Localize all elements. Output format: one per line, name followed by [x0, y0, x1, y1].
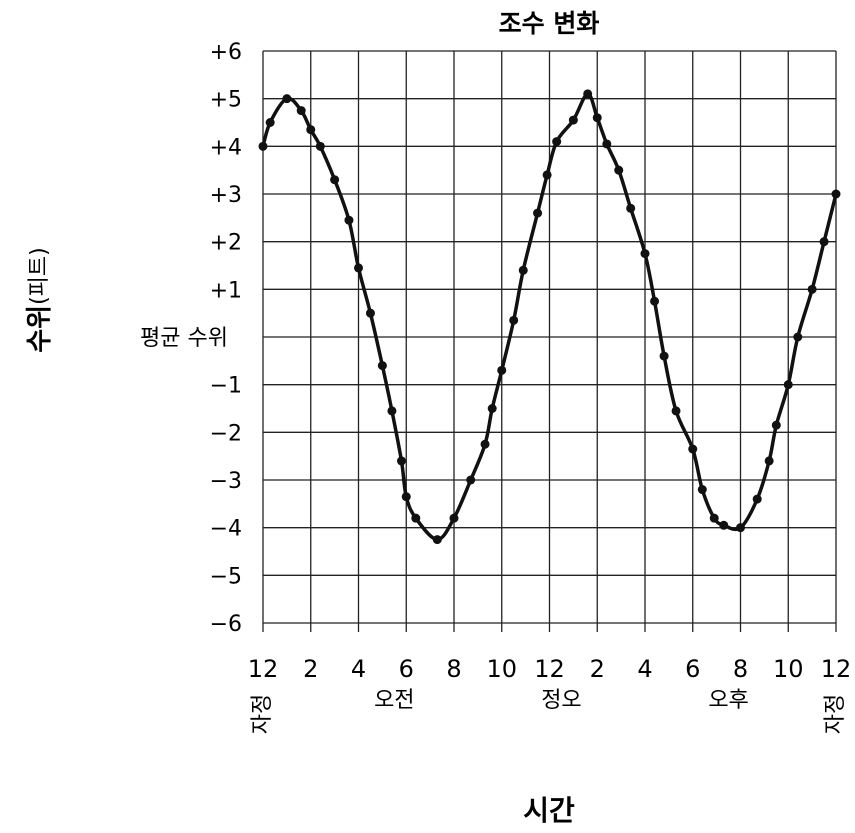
- x-tick-label: 4: [351, 655, 366, 683]
- tide-data-point: [509, 315, 519, 325]
- tide-data-point: [783, 380, 793, 390]
- tide-data-point: [466, 475, 476, 485]
- y-tick-label: −6: [210, 612, 242, 637]
- x-tick-label: 2: [590, 655, 605, 683]
- tide-data-point: [793, 332, 803, 342]
- period-label: 오전: [374, 688, 414, 713]
- tide-data-point: [583, 89, 593, 99]
- tide-data-point: [265, 118, 275, 127]
- mean-water-level-label: 평균 수위: [140, 326, 228, 351]
- tide-data-point: [831, 189, 841, 199]
- tide-data-point: [602, 139, 612, 149]
- tide-data-point: [719, 520, 729, 530]
- tide-data-point: [315, 141, 325, 151]
- tide-data-point: [396, 456, 406, 466]
- y-tick-label: +3: [210, 183, 242, 208]
- tide-data-point: [688, 444, 698, 454]
- y-tick-label: +4: [210, 135, 242, 160]
- tide-data-point: [296, 106, 306, 116]
- tide-data-point: [306, 125, 316, 135]
- y-tick-label: −5: [210, 564, 242, 589]
- tide-data-point: [401, 492, 411, 502]
- tide-data-point: [518, 265, 528, 275]
- y-tick-label: +1: [210, 278, 242, 303]
- x-tick-label: 12: [534, 655, 565, 683]
- tide-data-point: [449, 513, 459, 523]
- tide-data-point: [487, 404, 497, 413]
- y-axis-label-unit: (피트): [27, 247, 52, 305]
- x-tick-label: 6: [399, 655, 414, 683]
- period-label: 오후: [708, 688, 748, 713]
- tide-data-point: [330, 175, 340, 185]
- tide-data-point: [552, 137, 562, 147]
- x-tick-label: 10: [486, 655, 517, 683]
- tide-data-point: [354, 263, 363, 273]
- x-tick-label: 6: [685, 655, 700, 683]
- tide-data-point: [568, 115, 578, 125]
- y-tick-label: −3: [210, 469, 242, 494]
- period-label: 자정: [823, 694, 848, 734]
- tide-data-point: [497, 365, 507, 375]
- y-tick-label: +6: [210, 40, 242, 65]
- tide-data-point: [365, 308, 375, 318]
- tide-data-point: [819, 237, 829, 247]
- y-tick-label: +2: [210, 231, 242, 256]
- chart-title: 조수 변화: [499, 9, 600, 38]
- period-label: 자정: [250, 694, 275, 734]
- tide-data-point: [771, 420, 781, 430]
- tide-data-point: [736, 523, 745, 533]
- svg-text:수위(피트): 수위(피트): [25, 247, 55, 353]
- tide-data-point: [709, 513, 719, 523]
- tide-data-point: [697, 485, 707, 495]
- time-period-labels: 자정 오전 정오 오후 자정: [250, 688, 848, 734]
- tide-data-point: [258, 141, 268, 151]
- tide-data-point: [592, 113, 602, 123]
- chart-grid: [262, 50, 837, 632]
- tide-data-point: [432, 535, 442, 545]
- x-tick-label: 8: [446, 655, 461, 683]
- tide-data-point: [542, 170, 552, 180]
- tide-data-points: [258, 89, 841, 545]
- y-tick-label: −4: [210, 517, 242, 542]
- tide-data-point: [626, 203, 636, 213]
- y-tick-label: −1: [210, 374, 242, 399]
- x-tick-label: 2: [303, 655, 318, 683]
- tide-data-point: [480, 439, 490, 449]
- x-tick-label: 4: [637, 655, 652, 683]
- tide-data-point: [640, 249, 650, 259]
- tide-data-point: [671, 406, 681, 416]
- x-tick-label: 8: [733, 655, 748, 683]
- y-tick-label: −2: [210, 421, 242, 446]
- period-label: 정오: [541, 688, 581, 713]
- tide-data-point: [659, 351, 669, 361]
- tide-data-point: [411, 513, 421, 523]
- x-tick-label: 12: [821, 655, 852, 683]
- x-axis-label: 시간: [523, 794, 575, 827]
- y-axis-tick-labels: +6 +5 +4 +3 +2 +1 −1 −2 −3 −4 −5 −6: [210, 40, 242, 637]
- tide-data-point: [807, 284, 817, 294]
- tide-data-point: [377, 361, 387, 371]
- tide-data-point: [614, 165, 624, 175]
- tide-data-point: [533, 208, 543, 218]
- tide-data-point: [650, 296, 660, 306]
- tide-data-point: [764, 456, 774, 466]
- y-tick-label: +5: [210, 88, 242, 113]
- tide-data-point: [387, 406, 397, 416]
- y-axis-label-main: 수위: [25, 305, 55, 353]
- x-axis-tick-labels: 12 2 4 6 8 10 12 2 4 6 8 10 12: [248, 655, 852, 683]
- y-axis-label: 수위(피트): [25, 247, 55, 353]
- tide-data-point: [752, 494, 762, 504]
- tide-data-point: [282, 94, 292, 104]
- x-tick-label: 12: [248, 655, 279, 683]
- tide-data-point: [344, 215, 354, 225]
- x-tick-label: 10: [773, 655, 804, 683]
